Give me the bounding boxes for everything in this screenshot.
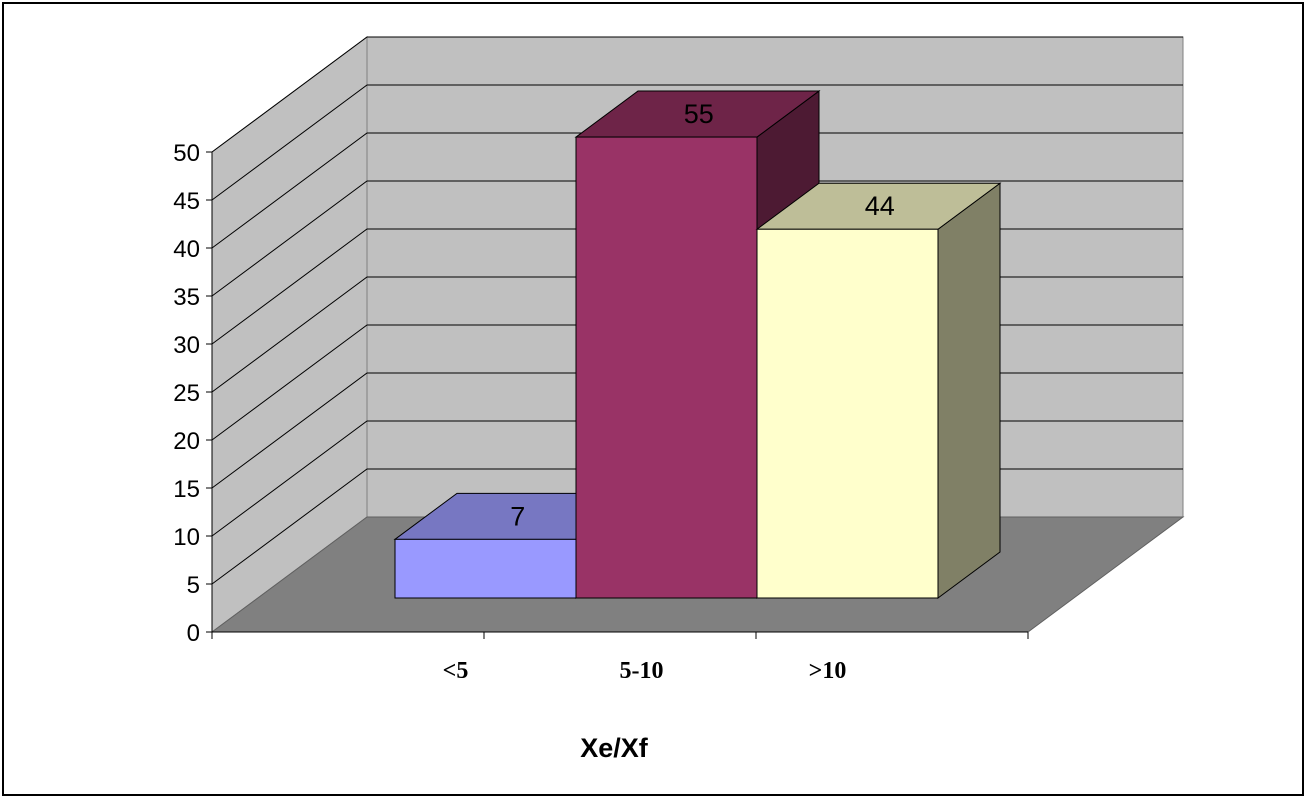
y-tick-label: 5 xyxy=(187,572,200,599)
y-tick-label: 10 xyxy=(173,524,200,551)
x-tick-label: >10 xyxy=(809,658,847,684)
bar-front xyxy=(394,538,577,599)
x-tick-label: <5 xyxy=(443,658,469,684)
y-tick-label: 30 xyxy=(173,332,200,359)
y-tick-label: 45 xyxy=(173,188,200,215)
bar-2 xyxy=(755,182,1002,599)
y-tick-label: 35 xyxy=(173,284,200,311)
gridline xyxy=(211,36,1183,153)
data-label: 44 xyxy=(865,191,895,221)
x-axis: <5 5-10 >10 xyxy=(211,631,1029,684)
y-tick-label: 15 xyxy=(173,476,200,503)
y-axis: 0 5 10 15 20 25 30 35 40 45 50 xyxy=(173,140,213,647)
bar-front xyxy=(575,136,758,599)
gridline xyxy=(211,180,1183,297)
y-tick-label: 40 xyxy=(173,236,200,263)
gridline xyxy=(211,132,1183,249)
data-label: 7 xyxy=(510,501,525,531)
bar-front xyxy=(756,228,939,599)
data-label: 55 xyxy=(684,99,714,129)
bars xyxy=(393,90,1002,599)
data-labels: 7 55 44 xyxy=(510,99,895,531)
gridline xyxy=(211,84,1183,201)
y-tick-label: 0 xyxy=(187,620,200,647)
y-tick-label: 25 xyxy=(173,380,200,407)
x-tick-label: 5-10 xyxy=(620,658,664,684)
y-tick-label: 50 xyxy=(173,140,200,167)
y-tick-label: 20 xyxy=(173,428,200,455)
bar-side xyxy=(937,182,1001,599)
x-axis-label: Xe/Xf xyxy=(580,733,649,763)
